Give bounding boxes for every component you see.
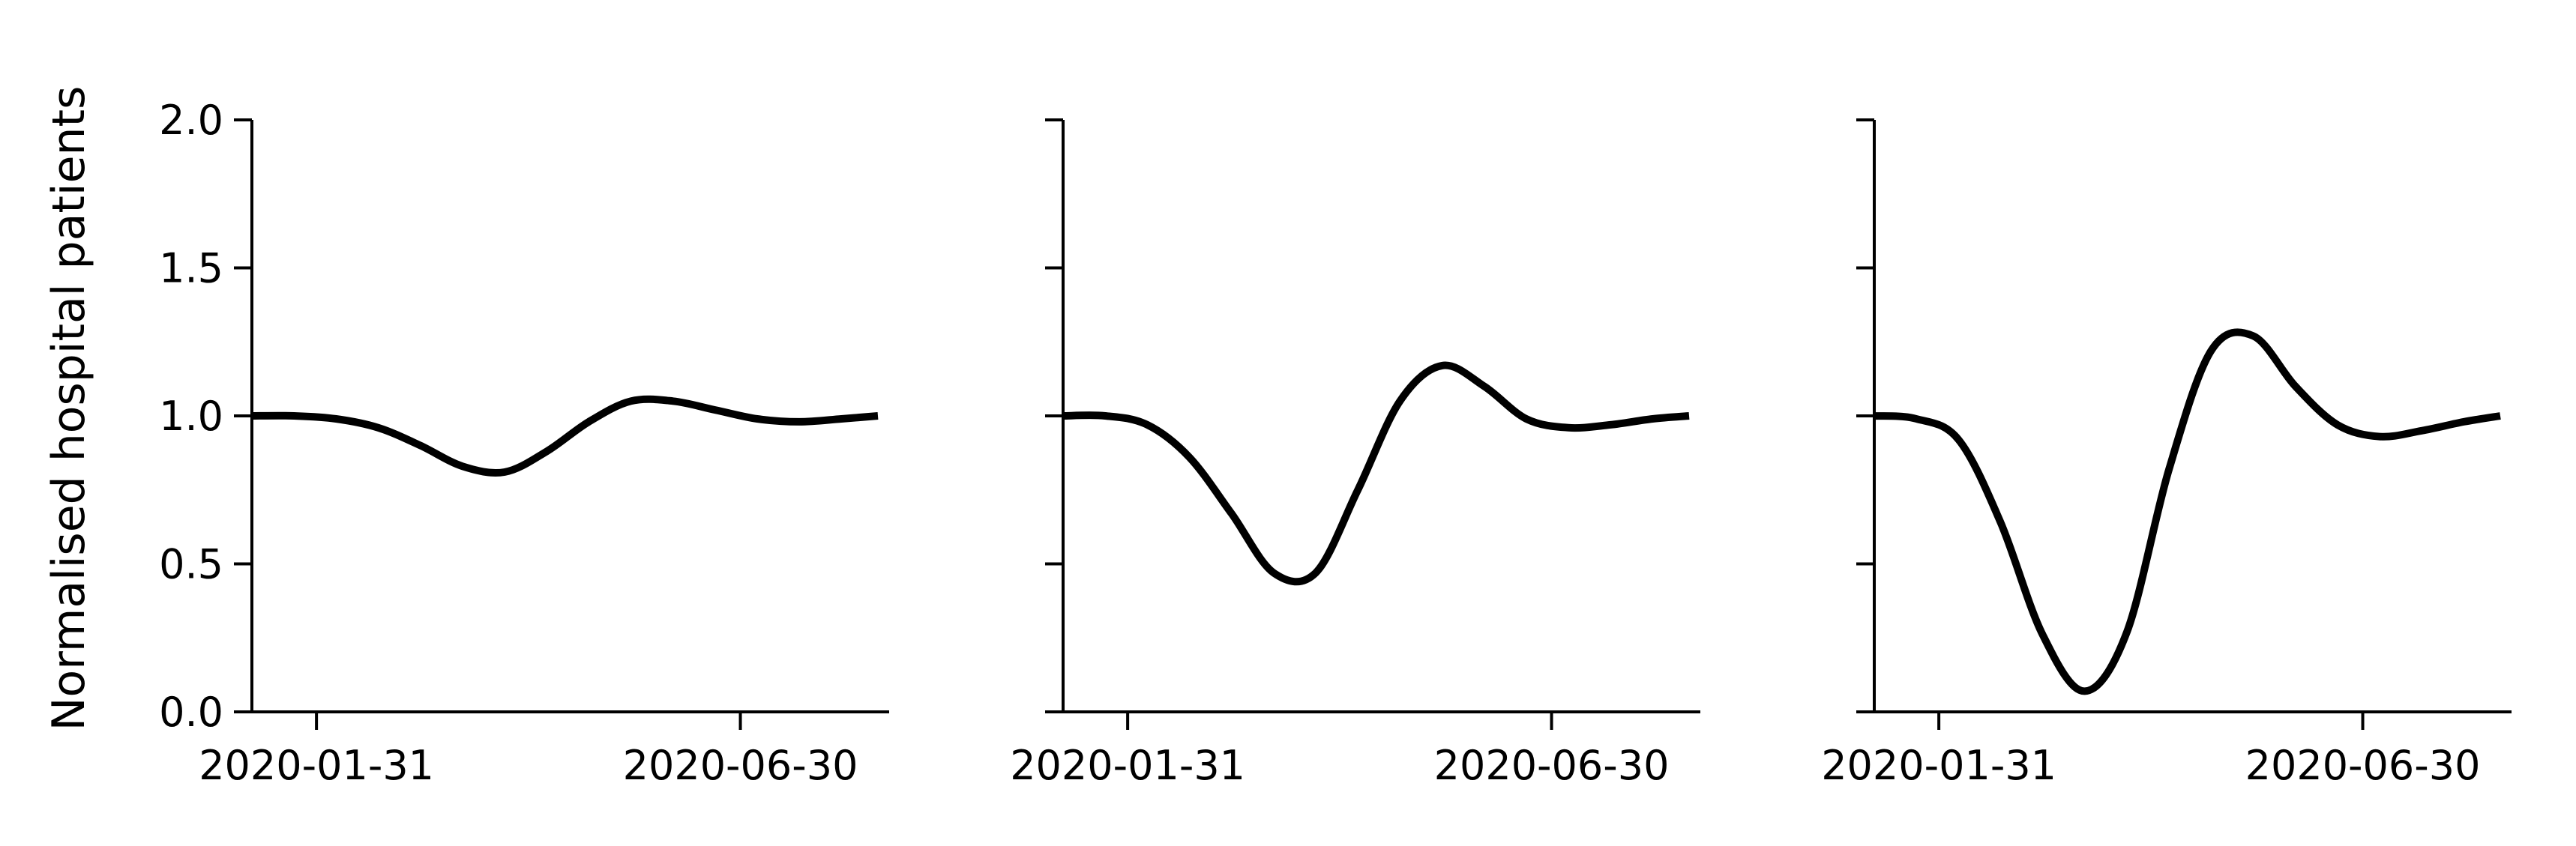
x-tick-label: 2020-01-31 xyxy=(199,742,434,789)
x-tick-label: 2020-01-31 xyxy=(1010,742,1245,789)
y-tick-label: 0.5 xyxy=(159,541,223,588)
y-tick-label: 1.0 xyxy=(159,393,223,440)
y-tick-label: 2.0 xyxy=(159,97,223,144)
x-tick-label: 2020-06-30 xyxy=(2245,742,2481,789)
y-axis-label: Normalised hospital patients xyxy=(43,86,95,731)
series-line-1 xyxy=(1062,361,1690,586)
x-tick-label: 2020-06-30 xyxy=(623,742,858,789)
series-line-1 xyxy=(1874,328,2501,695)
y-tick-label: 1.5 xyxy=(159,245,223,292)
series-line-1 xyxy=(251,395,879,477)
chart-panel-1: 0.0 0.5 1.0 1.5 2.0 2020-01-31 2020-06-30 xyxy=(159,97,889,789)
x-tick-label: 2020-01-31 xyxy=(1821,742,2056,789)
chart-panel-3: 2020-01-31 2020-06-30 xyxy=(1821,118,2512,789)
y-tick-label: 0.0 xyxy=(159,689,223,736)
x-tick-label: 2020-06-30 xyxy=(1434,742,1670,789)
chart-panel-2: 2020-01-31 2020-06-30 xyxy=(1010,118,1700,789)
